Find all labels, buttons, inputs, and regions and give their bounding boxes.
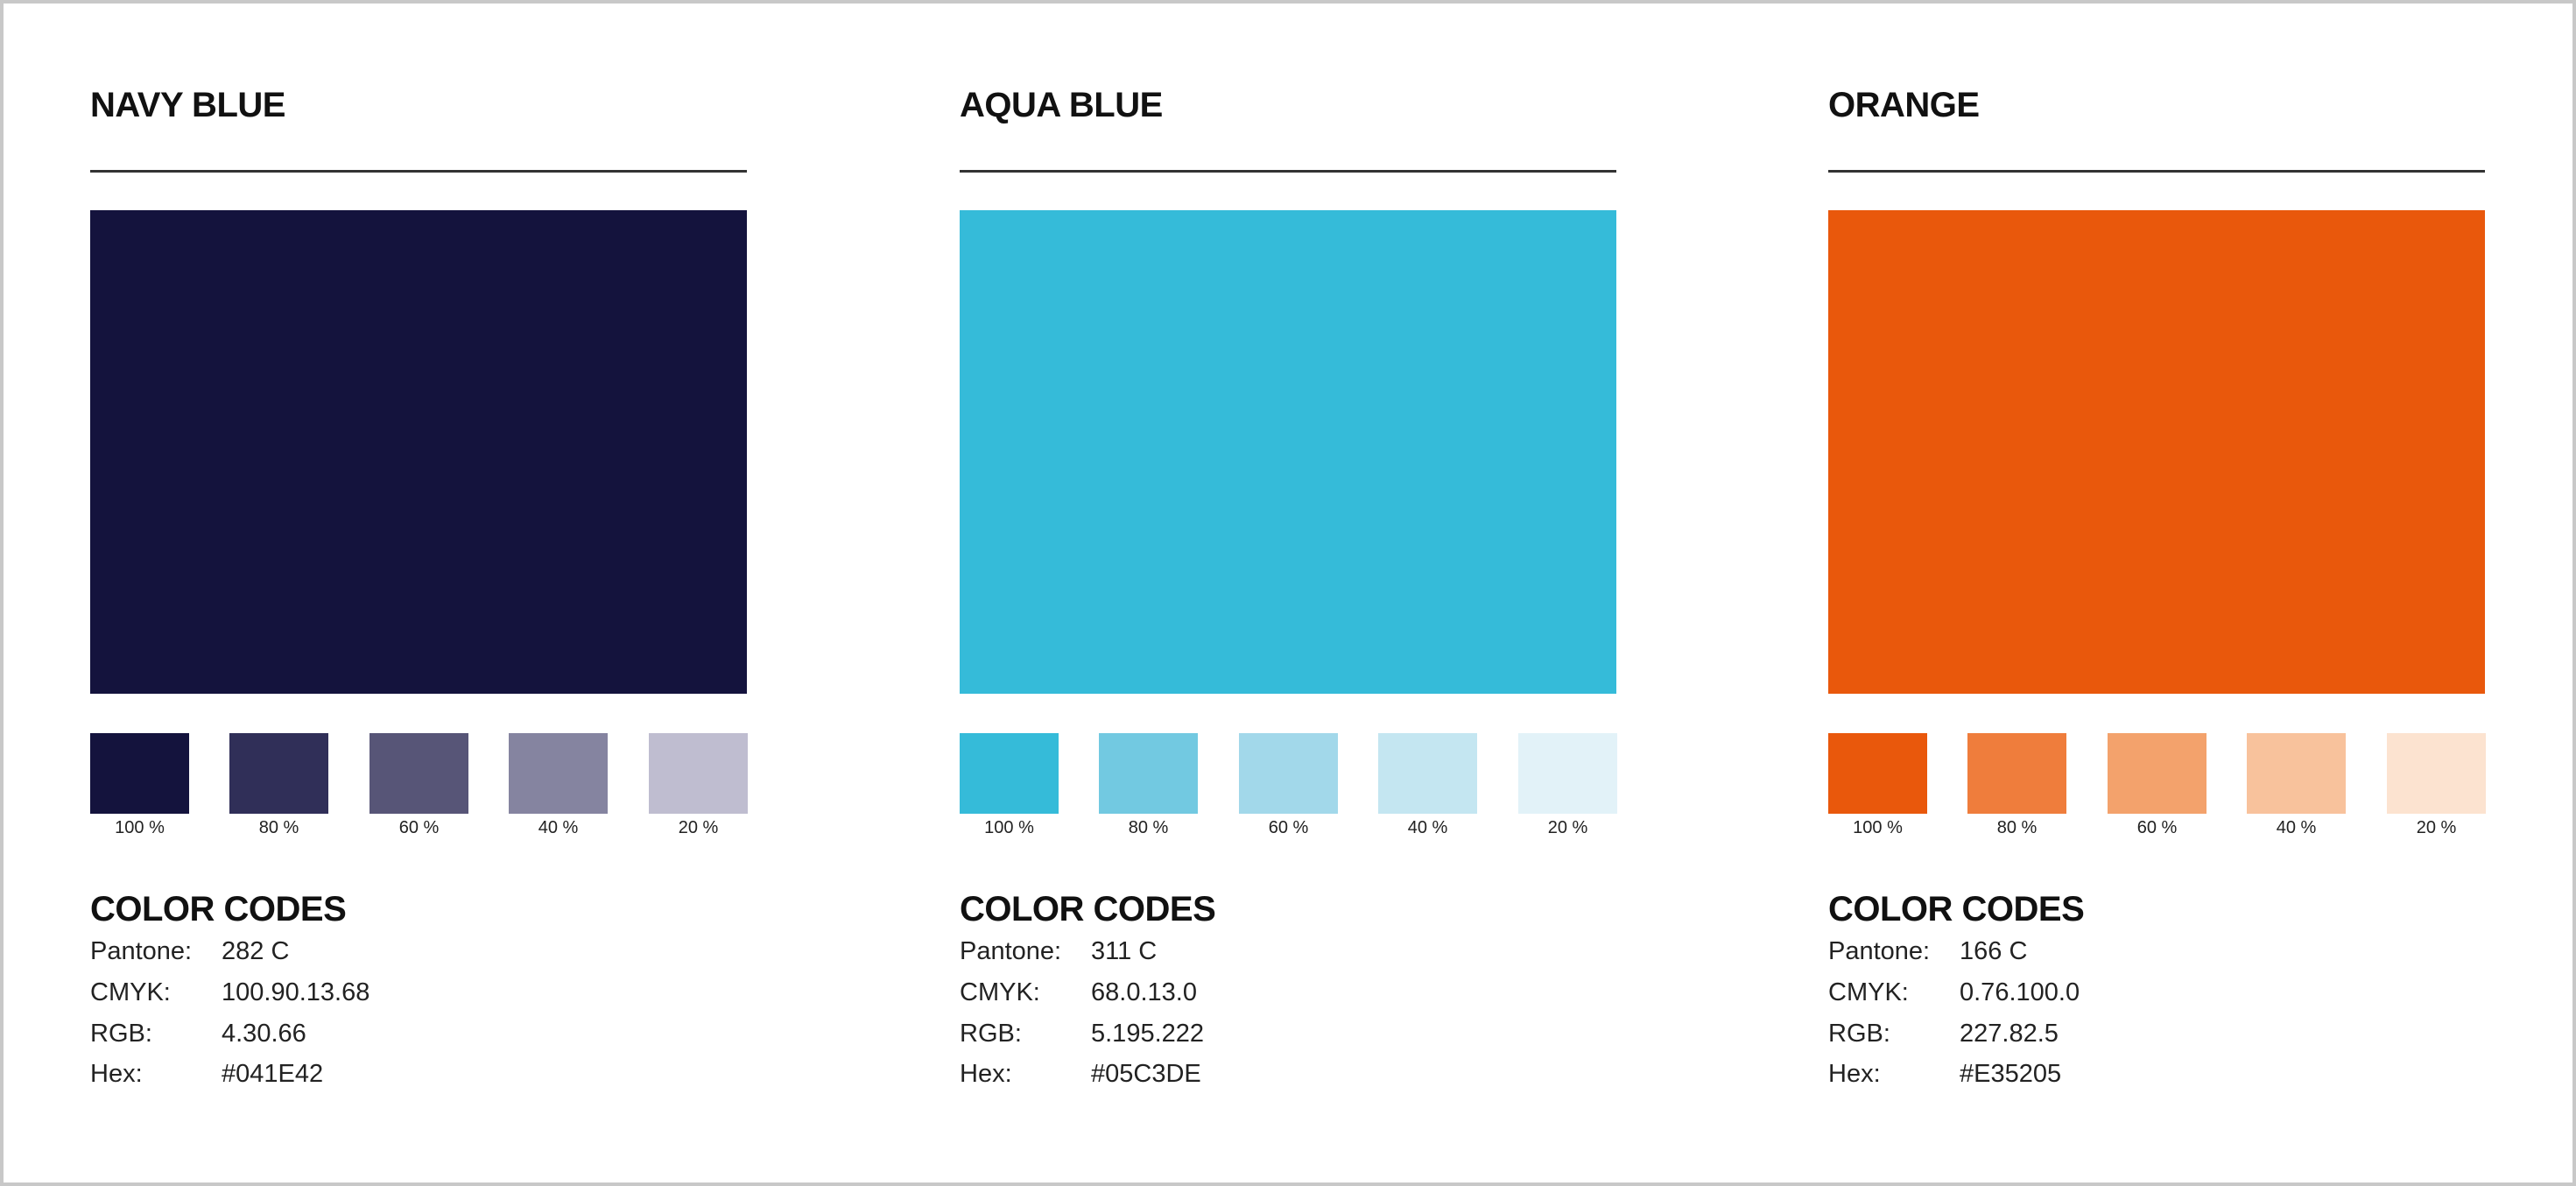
code-row-hex: Hex: #041E42 [90, 1060, 323, 1089]
tint-swatch [2108, 733, 2206, 814]
code-value: #E35205 [1960, 1060, 2062, 1088]
tint-swatch [1967, 733, 2066, 814]
tint-label: 100 % [984, 818, 1034, 837]
code-value: 227.82.5 [1960, 1020, 2059, 1048]
code-row-hex: Hex: #E35205 [1828, 1060, 2061, 1089]
color-codes-heading: COLOR CODES [1828, 890, 2085, 928]
code-label: Hex: [90, 1060, 143, 1088]
color-name: ORANGE [1828, 86, 1980, 124]
tint-swatch [2247, 733, 2346, 814]
code-value: 68.0.13.0 [1091, 978, 1197, 1006]
code-value: 166 C [1960, 937, 2028, 965]
code-row-rgb: RGB: 227.82.5 [1828, 1020, 2059, 1048]
code-value: 4.30.66 [222, 1020, 306, 1048]
code-label: Hex: [960, 1060, 1012, 1088]
tint-label: 100 % [1853, 818, 1903, 837]
code-row-cmyk: CMYK: 0.76.100.0 [1828, 978, 2080, 1007]
code-value: #05C3DE [1091, 1060, 1201, 1088]
main-swatch [960, 210, 1616, 694]
code-row-rgb: RGB: 5.195.222 [960, 1020, 1204, 1048]
color-column-2: ORANGE 100 % 80 % 60 % 40 % 20 % COLOR CO… [1828, 0, 2486, 1186]
code-label: Hex: [1828, 1060, 1881, 1088]
divider [960, 170, 1616, 173]
tint-swatch [1828, 733, 1927, 814]
code-value: 282 C [222, 937, 290, 965]
main-swatch [90, 210, 747, 694]
color-column-0: NAVY BLUE 100 % 80 % 60 % 40 % 20 % COLOR… [90, 0, 748, 1186]
color-column-1: AQUA BLUE 100 % 80 % 60 % 40 % 20 % COLOR… [960, 0, 1617, 1186]
code-row-pantone: Pantone: 311 C [960, 937, 1157, 966]
tint-swatch [960, 733, 1059, 814]
tint-label: 20 % [2416, 818, 2457, 837]
code-label: RGB: [960, 1020, 1022, 1048]
code-row-pantone: Pantone: 166 C [1828, 937, 2027, 966]
tint-swatch [1378, 733, 1477, 814]
code-value: 5.195.222 [1091, 1020, 1205, 1048]
code-value: 100.90.13.68 [222, 978, 370, 1006]
tint-swatch [2387, 733, 2486, 814]
code-value: #041E42 [222, 1060, 324, 1088]
code-value: 311 C [1091, 937, 1158, 965]
tint-label: 80 % [258, 818, 299, 837]
tint-swatch [1239, 733, 1338, 814]
tint-swatch [229, 733, 328, 814]
code-row-cmyk: CMYK: 100.90.13.68 [90, 978, 370, 1007]
tint-label: 60 % [398, 818, 440, 837]
main-swatch [1828, 210, 2485, 694]
tint-label: 60 % [2136, 818, 2178, 837]
tint-label: 80 % [1996, 818, 2038, 837]
tint-label: 60 % [1268, 818, 1309, 837]
code-label: Pantone: [90, 937, 193, 965]
tint-label: 40 % [2276, 818, 2317, 837]
tint-label: 100 % [115, 818, 165, 837]
tint-swatch [1099, 733, 1198, 814]
tint-swatch [509, 733, 608, 814]
tint-swatch [649, 733, 748, 814]
code-value: 0.76.100.0 [1960, 978, 2080, 1006]
code-label: Pantone: [960, 937, 1062, 965]
divider [1828, 170, 2485, 173]
code-label: RGB: [1828, 1020, 1890, 1048]
code-row-pantone: Pantone: 282 C [90, 937, 289, 966]
color-name: NAVY BLUE [90, 86, 285, 124]
code-label: CMYK: [1828, 978, 1909, 1006]
tint-swatch [1518, 733, 1617, 814]
color-name: AQUA BLUE [960, 86, 1163, 124]
tint-label: 20 % [678, 818, 719, 837]
color-codes-heading: COLOR CODES [90, 890, 347, 928]
code-label: Pantone: [1828, 937, 1931, 965]
divider [90, 170, 747, 173]
tint-label: 40 % [538, 818, 579, 837]
color-codes-heading: COLOR CODES [960, 890, 1216, 928]
code-row-hex: Hex: #05C3DE [960, 1060, 1201, 1089]
code-label: RGB: [90, 1020, 152, 1048]
tint-swatch [90, 733, 189, 814]
code-row-rgb: RGB: 4.30.66 [90, 1020, 306, 1048]
code-label: CMYK: [960, 978, 1040, 1006]
code-label: CMYK: [90, 978, 171, 1006]
tint-swatch [370, 733, 468, 814]
tint-label: 40 % [1407, 818, 1448, 837]
code-row-cmyk: CMYK: 68.0.13.0 [960, 978, 1197, 1007]
tint-label: 20 % [1547, 818, 1588, 837]
tint-label: 80 % [1128, 818, 1169, 837]
